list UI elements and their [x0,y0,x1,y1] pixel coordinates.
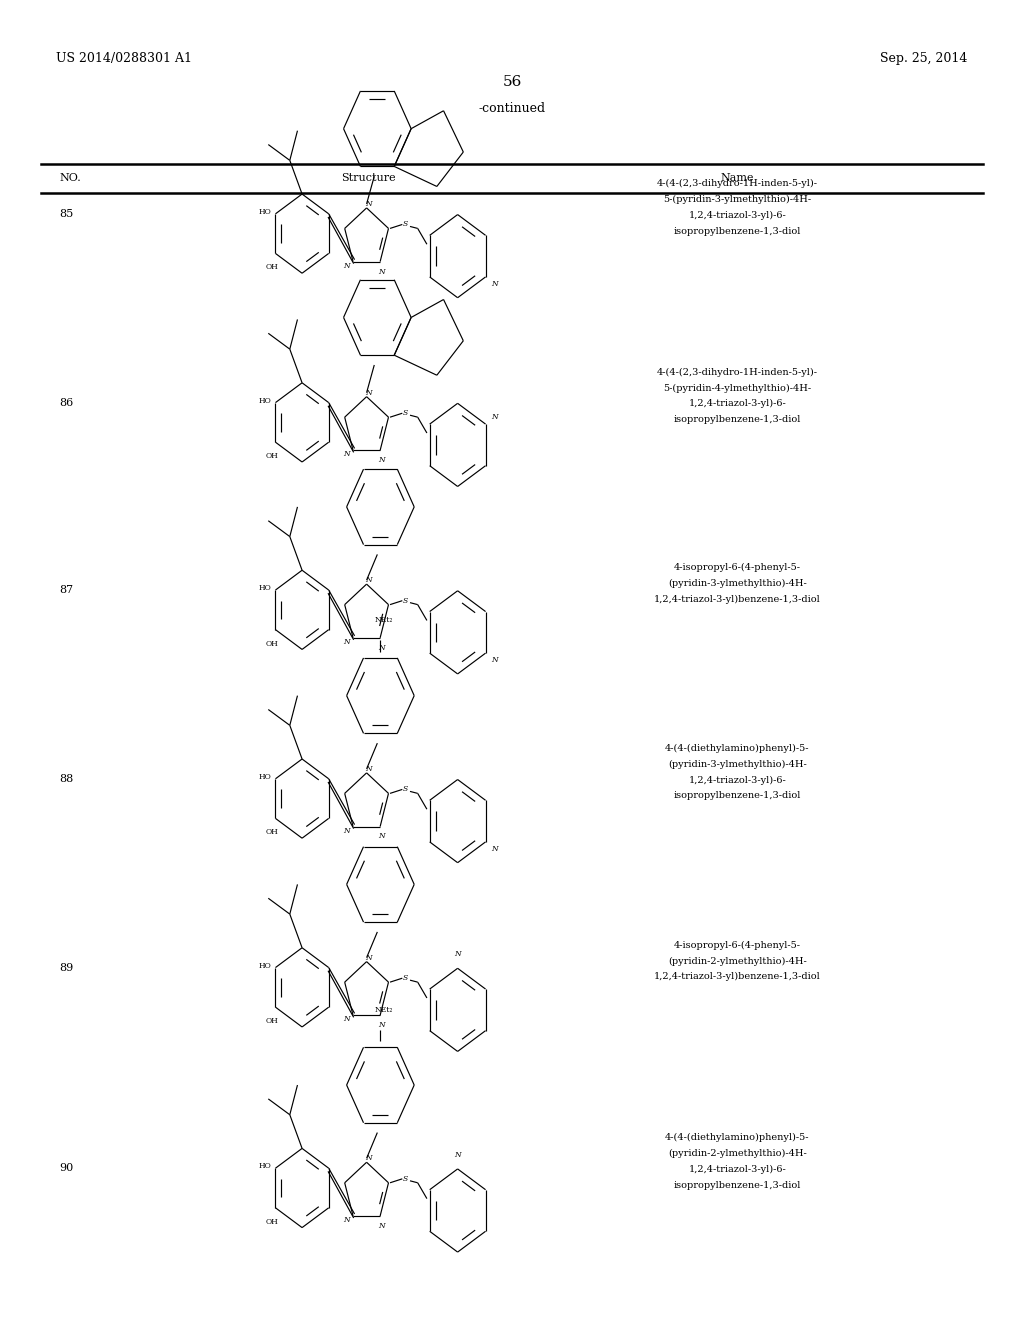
Text: N: N [365,764,372,774]
Text: 1,2,4-triazol-3-yl)benzene-1,3-diol: 1,2,4-triazol-3-yl)benzene-1,3-diol [654,973,820,981]
Text: Sep. 25, 2014: Sep. 25, 2014 [881,51,968,65]
Text: HO: HO [258,583,271,593]
Text: NEt₂: NEt₂ [375,1006,392,1014]
Text: HO: HO [258,1162,271,1171]
Text: (pyridin-3-ylmethylthio)-4H-: (pyridin-3-ylmethylthio)-4H- [668,579,807,587]
Text: N: N [344,638,350,645]
Text: S: S [402,1175,408,1183]
Text: N: N [365,199,372,209]
Text: N: N [344,261,350,269]
Text: 88: 88 [59,774,74,784]
Text: NEt₂: NEt₂ [375,616,392,624]
Text: OH: OH [266,1016,279,1026]
Text: N: N [378,457,385,465]
Text: (pyridin-2-ylmethylthio)-4H-: (pyridin-2-ylmethylthio)-4H- [668,1150,807,1158]
Text: 89: 89 [59,962,74,973]
Text: 56: 56 [503,75,521,88]
Text: N: N [492,656,499,664]
Text: S: S [402,785,408,793]
Text: S: S [402,220,408,228]
Text: N: N [378,833,385,841]
Text: N: N [455,950,461,958]
Text: US 2014/0288301 A1: US 2014/0288301 A1 [56,51,193,65]
Text: N: N [378,1022,385,1030]
Text: 5-(pyridin-4-ylmethylthio)-4H-: 5-(pyridin-4-ylmethylthio)-4H- [664,384,811,392]
Text: N: N [365,953,372,962]
Text: NO.: NO. [59,173,81,183]
Text: 5-(pyridin-3-ylmethylthio)-4H-: 5-(pyridin-3-ylmethylthio)-4H- [664,195,811,203]
Text: 4-isopropyl-6-(4-phenyl-5-: 4-isopropyl-6-(4-phenyl-5- [674,564,801,572]
Text: N: N [344,450,350,458]
Text: N: N [365,388,372,397]
Text: HO: HO [258,772,271,781]
Text: (pyridin-3-ylmethylthio)-4H-: (pyridin-3-ylmethylthio)-4H- [668,760,807,768]
Text: OH: OH [266,639,279,648]
Text: N: N [344,1216,350,1224]
Text: N: N [378,644,385,652]
Text: (pyridin-2-ylmethylthio)-4H-: (pyridin-2-ylmethylthio)-4H- [668,957,807,965]
Text: N: N [344,826,350,834]
Text: HO: HO [258,396,271,405]
Text: S: S [402,974,408,982]
Text: 1,2,4-triazol-3-yl)-6-: 1,2,4-triazol-3-yl)-6- [688,776,786,784]
Text: Structure: Structure [341,173,396,183]
Text: 4-(4-(2,3-dihydro-1H-inden-5-yl)-: 4-(4-(2,3-dihydro-1H-inden-5-yl)- [656,180,818,187]
Text: S: S [402,409,408,417]
Text: isopropylbenzene-1,3-diol: isopropylbenzene-1,3-diol [674,227,801,235]
Text: N: N [344,1015,350,1023]
Text: HO: HO [258,207,271,216]
Text: isopropylbenzene-1,3-diol: isopropylbenzene-1,3-diol [674,416,801,424]
Text: 85: 85 [59,209,74,219]
Text: HO: HO [258,961,271,970]
Text: 86: 86 [59,397,74,408]
Text: 1,2,4-triazol-3-yl)-6-: 1,2,4-triazol-3-yl)-6- [688,211,786,219]
Text: OH: OH [266,1217,279,1226]
Text: 4-(4-(2,3-dihydro-1H-inden-5-yl)-: 4-(4-(2,3-dihydro-1H-inden-5-yl)- [656,368,818,376]
Text: S: S [402,597,408,605]
Text: Name: Name [721,173,754,183]
Text: 4-isopropyl-6-(4-phenyl-5-: 4-isopropyl-6-(4-phenyl-5- [674,941,801,949]
Text: N: N [492,845,499,853]
Text: 1,2,4-triazol-3-yl)-6-: 1,2,4-triazol-3-yl)-6- [688,1166,786,1173]
Text: OH: OH [266,451,279,461]
Text: N: N [378,1222,385,1230]
Text: N: N [365,576,372,585]
Text: OH: OH [266,829,279,837]
Text: isopropylbenzene-1,3-diol: isopropylbenzene-1,3-diol [674,792,801,800]
Text: N: N [455,1151,461,1159]
Text: isopropylbenzene-1,3-diol: isopropylbenzene-1,3-diol [674,1181,801,1189]
Text: N: N [365,1154,372,1163]
Text: N: N [492,280,499,288]
Text: 87: 87 [59,585,74,595]
Text: 4-(4-(diethylamino)phenyl)-5-: 4-(4-(diethylamino)phenyl)-5- [665,744,810,752]
Text: 1,2,4-triazol-3-yl)-6-: 1,2,4-triazol-3-yl)-6- [688,400,786,408]
Text: 4-(4-(diethylamino)phenyl)-5-: 4-(4-(diethylamino)phenyl)-5- [665,1134,810,1142]
Text: -continued: -continued [478,102,546,115]
Text: N: N [378,268,385,276]
Text: 1,2,4-triazol-3-yl)benzene-1,3-diol: 1,2,4-triazol-3-yl)benzene-1,3-diol [654,595,820,603]
Text: N: N [492,413,499,421]
Text: 90: 90 [59,1163,74,1173]
Text: OH: OH [266,263,279,272]
